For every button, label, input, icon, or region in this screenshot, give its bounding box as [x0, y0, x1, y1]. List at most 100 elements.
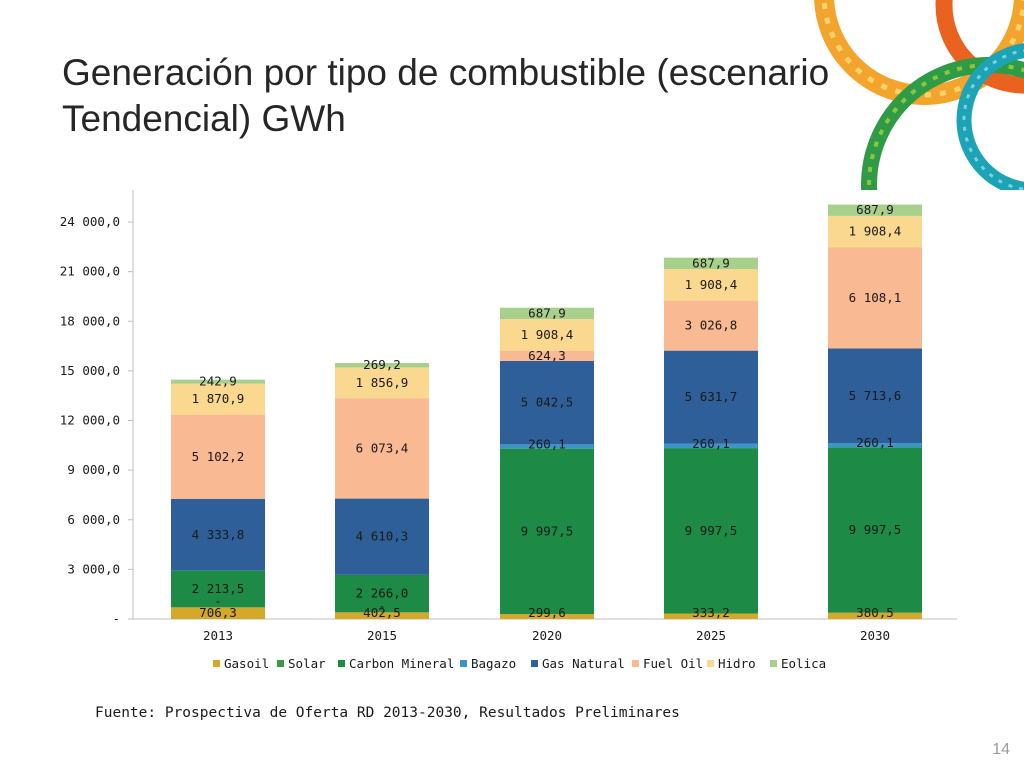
- data-label: 1 870,9: [192, 391, 245, 406]
- data-label: 706,3: [199, 605, 237, 620]
- bar-segment: [828, 247, 922, 349]
- legend-swatch: [531, 660, 538, 667]
- data-label: 9 997,5: [849, 522, 902, 537]
- bar-segment: [500, 444, 594, 449]
- bar-segment: [828, 204, 922, 216]
- bar-segment: [828, 447, 922, 613]
- bar-segment: [664, 257, 758, 270]
- bar-segment: [500, 448, 594, 615]
- legend-label: Eolica: [781, 656, 826, 671]
- data-label: 5 631,7: [685, 389, 738, 404]
- bar-segment: [171, 414, 265, 500]
- legend-swatch: [338, 660, 345, 667]
- bar-segment: [828, 215, 922, 248]
- x-tick-label: 2030: [860, 628, 890, 643]
- bar-segment: [171, 570, 265, 608]
- data-label: 260,1: [528, 436, 566, 451]
- data-label: 687,9: [692, 255, 730, 270]
- data-label: -: [378, 598, 386, 613]
- bar-segment: [335, 498, 429, 575]
- x-tick-label: 2020: [532, 628, 562, 643]
- data-label: 380,5: [856, 605, 894, 620]
- data-label: 299,6: [528, 605, 566, 620]
- data-label: 9 997,5: [521, 523, 574, 538]
- data-label: 2 213,5: [192, 581, 245, 596]
- legend-label: Carbon Mineral: [349, 656, 454, 671]
- bar-segment: [828, 612, 922, 619]
- legend-swatch: [770, 660, 777, 667]
- y-tick-label: 9 000,0: [67, 462, 120, 477]
- page-number: 14: [992, 741, 1010, 758]
- x-tick-label: 2015: [367, 628, 397, 643]
- data-label: 4 610,3: [356, 529, 409, 544]
- legend-label: Solar: [288, 656, 326, 671]
- data-label: 5 102,2: [192, 449, 245, 464]
- legend-swatch: [277, 660, 284, 667]
- bar-segment: [500, 307, 594, 320]
- bar-segment: [500, 319, 594, 351]
- data-label: 1 856,9: [356, 375, 409, 390]
- bar-segment: [171, 607, 265, 619]
- legend-label: Hidro: [718, 656, 756, 671]
- legend-label: Gas Natural: [542, 656, 625, 671]
- bar-segment: [335, 367, 429, 399]
- data-label: 687,9: [528, 305, 566, 320]
- y-tick-label: 21 000,0: [60, 264, 120, 279]
- data-label: 624,3: [528, 348, 566, 363]
- legend-label: Fuel Oil: [643, 656, 703, 671]
- data-label: 260,1: [692, 436, 730, 451]
- data-label: 5 713,6: [849, 388, 902, 403]
- decorative-rings: [814, 0, 1024, 190]
- y-tick-label: 24 000,0: [60, 214, 120, 229]
- data-label: 1 908,4: [849, 224, 902, 239]
- bar-segment: [664, 300, 758, 351]
- bar-segment: [500, 360, 594, 445]
- data-label: 687,9: [856, 202, 894, 217]
- data-label: 1 908,4: [685, 277, 738, 292]
- data-label: 333,2: [692, 605, 730, 620]
- bar-segment: [664, 269, 758, 301]
- slide-title: Generación por tipo de combustible (esce…: [62, 52, 830, 139]
- bar-segment: [335, 362, 429, 368]
- data-label: 402,5: [363, 605, 401, 620]
- bar-segment: [171, 499, 265, 571]
- bar-segment: [664, 443, 758, 449]
- data-label: 1 908,4: [521, 327, 574, 342]
- data-label: 5 042,5: [521, 395, 574, 410]
- y-tick-label: 6 000,0: [67, 512, 120, 527]
- data-label: 9 997,5: [685, 523, 738, 538]
- data-label: 269,2: [363, 357, 401, 372]
- data-label: 2 266,0: [356, 586, 409, 601]
- data-label: 6 073,4: [356, 440, 409, 455]
- bar-segment: [500, 350, 594, 361]
- data-label: -: [214, 593, 222, 608]
- bar-segment: [664, 613, 758, 619]
- legend-label: Gasoil: [224, 656, 269, 671]
- y-tick-label: 12 000,0: [60, 413, 120, 428]
- source-note: Fuente: Prospectiva de Oferta RD 2013-20…: [95, 705, 680, 721]
- y-tick-label: -: [112, 611, 120, 626]
- legend-label: Bagazo: [471, 656, 516, 671]
- legend-swatch: [707, 660, 714, 667]
- bar-segment: [828, 348, 922, 444]
- bar-segment: [828, 443, 922, 448]
- legend-swatch: [213, 660, 220, 667]
- bar-segment: [171, 379, 265, 384]
- legend-swatch: [460, 660, 467, 667]
- y-tick-label: 15 000,0: [60, 363, 120, 378]
- data-label: 3 026,8: [685, 318, 738, 333]
- bar-segment: [335, 574, 429, 613]
- y-tick-label: 3 000,0: [67, 561, 120, 576]
- bar-segment: [500, 614, 594, 619]
- legend-swatch: [632, 660, 639, 667]
- bar-segment: [664, 448, 758, 614]
- y-tick-label: 18 000,0: [60, 313, 120, 328]
- bar-segment: [335, 398, 429, 499]
- bar-segment: [335, 612, 429, 619]
- data-label: 260,1: [856, 435, 894, 450]
- data-label: 4 333,8: [192, 527, 245, 542]
- data-label: 6 108,1: [849, 290, 902, 305]
- bar-segment: [664, 350, 758, 444]
- x-tick-label: 2025: [696, 628, 726, 643]
